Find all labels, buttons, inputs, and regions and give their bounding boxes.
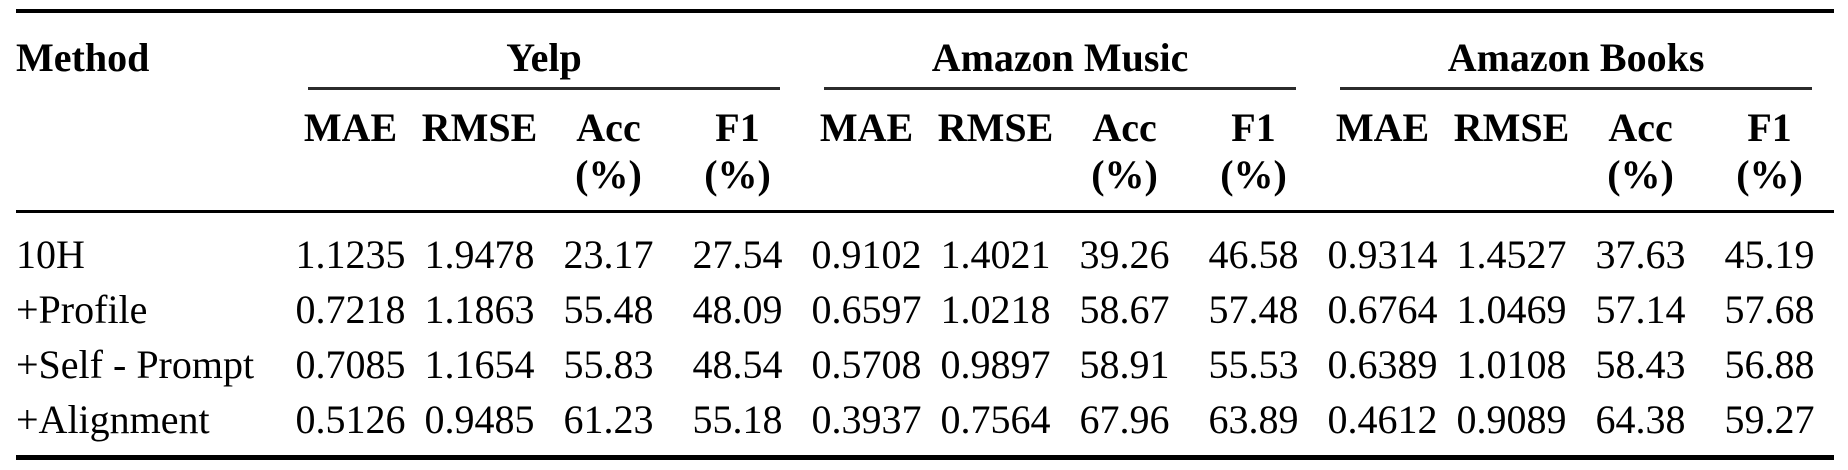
data-cell: 1.0469 xyxy=(1456,287,1567,332)
method-cell: 10H xyxy=(16,232,85,277)
data-cell: 27.54 xyxy=(692,232,783,277)
table-row: +Self - Prompt 0.7085 1.1654 55.83 48.54… xyxy=(16,337,1834,392)
group-rule-amazon-books xyxy=(1340,87,1813,90)
table-row: +Profile 0.7218 1.1863 55.48 48.09 0.659… xyxy=(16,282,1834,337)
data-cell: 0.4612 xyxy=(1327,397,1438,442)
col-header-books-acc: Acc (%) xyxy=(1576,90,1706,213)
method-cell: +Profile xyxy=(16,287,148,332)
data-cell: 1.4021 xyxy=(940,232,1051,277)
col-header-books-f1: F1 (%) xyxy=(1705,90,1835,213)
method-column-header: Method xyxy=(16,11,286,213)
metric-header-row: MAE RMSE Acc (%) F1 (%) MAE RMSE Acc (%) F1… xyxy=(16,90,1835,213)
data-cell: 63.89 xyxy=(1208,397,1299,442)
data-cell: 57.14 xyxy=(1595,287,1686,332)
data-cell: 0.7564 xyxy=(940,397,1051,442)
data-cell: 0.5126 xyxy=(295,397,406,442)
data-cell: 61.23 xyxy=(563,397,654,442)
data-cell: 0.6597 xyxy=(811,287,922,332)
data-cell: 67.96 xyxy=(1079,397,1170,442)
method-cell: +Self - Prompt xyxy=(16,342,255,387)
data-cell: 0.9089 xyxy=(1456,397,1567,442)
group-label-amazon-music: Amazon Music xyxy=(931,35,1189,80)
col-header-music-rmse: RMSE xyxy=(931,90,1061,213)
col-header-yelp-rmse: RMSE xyxy=(415,90,544,213)
group-header-yelp: Yelp xyxy=(286,11,802,90)
col-header-music-acc: Acc (%) xyxy=(1060,90,1190,213)
data-cell: 0.9897 xyxy=(940,342,1051,387)
group-label-amazon-books: Amazon Books xyxy=(1447,35,1705,80)
data-cell: 64.38 xyxy=(1595,397,1686,442)
data-cell: 23.17 xyxy=(563,232,654,277)
data-cell: 48.09 xyxy=(692,287,783,332)
group-header-amazon-books: Amazon Books xyxy=(1318,11,1834,90)
data-cell: 57.68 xyxy=(1724,287,1815,332)
col-header-yelp-mae: MAE xyxy=(286,90,415,213)
data-cell: 45.19 xyxy=(1724,232,1815,277)
col-header-yelp-acc: Acc (%) xyxy=(544,90,673,213)
data-cell: 39.26 xyxy=(1079,232,1170,277)
group-header-row: Method Yelp Amazon Music Amazon Books xyxy=(16,11,1834,213)
method-cell: +Alignment xyxy=(16,397,210,442)
data-cell: 0.6764 xyxy=(1327,287,1438,332)
data-cell: 0.9314 xyxy=(1327,232,1438,277)
data-cell: 1.0218 xyxy=(940,287,1051,332)
data-cell: 0.6389 xyxy=(1327,342,1438,387)
table-row: +Alignment 0.5126 0.9485 61.23 55.18 0.3… xyxy=(16,392,1834,458)
data-cell: 46.58 xyxy=(1208,232,1299,277)
data-cell: 55.83 xyxy=(563,342,654,387)
group-header-amazon-music: Amazon Music xyxy=(802,11,1318,90)
data-cell: 0.9485 xyxy=(424,397,535,442)
data-cell: 58.67 xyxy=(1079,287,1170,332)
group-rule-yelp xyxy=(308,87,781,90)
data-cell: 55.48 xyxy=(563,287,654,332)
table-row: 10H 1.1235 1.9478 23.17 27.54 0.9102 1.4… xyxy=(16,212,1834,283)
col-header-books-rmse: RMSE xyxy=(1447,90,1577,213)
col-header-books-mae: MAE xyxy=(1318,90,1448,213)
data-cell: 0.9102 xyxy=(811,232,922,277)
data-cell: 1.1654 xyxy=(424,342,535,387)
data-cell: 57.48 xyxy=(1208,287,1299,332)
data-cell: 58.91 xyxy=(1079,342,1170,387)
col-header-yelp-f1: F1 (%) xyxy=(673,90,803,213)
results-table: Method Yelp Amazon Music Amazon Books MA… xyxy=(16,9,1835,460)
group-label-yelp: Yelp xyxy=(506,35,582,80)
data-cell: 48.54 xyxy=(692,342,783,387)
data-cell: 0.7218 xyxy=(295,287,406,332)
data-cell: 0.5708 xyxy=(811,342,922,387)
data-cell: 55.18 xyxy=(692,397,783,442)
data-cell: 1.1235 xyxy=(295,232,406,277)
data-cell: 55.53 xyxy=(1208,342,1299,387)
data-cell: 0.3937 xyxy=(811,397,922,442)
data-cell: 37.63 xyxy=(1595,232,1686,277)
data-cell: 58.43 xyxy=(1595,342,1686,387)
data-cell: 0.7085 xyxy=(295,342,406,387)
col-header-music-mae: MAE xyxy=(802,90,932,213)
col-header-music-f1: F1 (%) xyxy=(1189,90,1319,213)
data-cell: 1.9478 xyxy=(424,232,535,277)
data-cell: 1.4527 xyxy=(1456,232,1567,277)
data-cell: 59.27 xyxy=(1724,397,1815,442)
data-cell: 56.88 xyxy=(1724,342,1815,387)
data-cell: 1.1863 xyxy=(424,287,535,332)
group-rule-amazon-music xyxy=(824,87,1297,90)
data-cell: 1.0108 xyxy=(1456,342,1567,387)
